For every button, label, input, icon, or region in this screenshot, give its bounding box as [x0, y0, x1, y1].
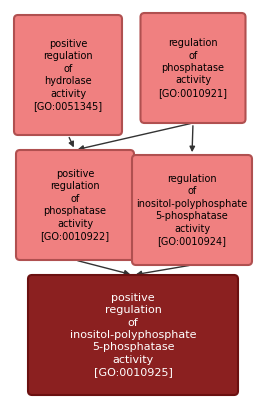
FancyBboxPatch shape	[14, 15, 122, 135]
Text: positive
regulation
of
inositol-polyphosphate
5-phosphatase
activity
[GO:0010925: positive regulation of inositol-polyphos…	[70, 293, 196, 377]
FancyBboxPatch shape	[132, 155, 252, 265]
Text: positive
regulation
of
hydrolase
activity
[GO:0051345]: positive regulation of hydrolase activit…	[34, 39, 103, 111]
FancyBboxPatch shape	[28, 275, 238, 395]
FancyBboxPatch shape	[140, 13, 246, 123]
Text: regulation
of
inositol-polyphosphate
5-phosphatase
activity
[GO:0010924]: regulation of inositol-polyphosphate 5-p…	[136, 174, 248, 246]
Text: positive
regulation
of
phosphatase
activity
[GO:0010922]: positive regulation of phosphatase activ…	[40, 169, 110, 241]
FancyBboxPatch shape	[16, 150, 134, 260]
Text: regulation
of
phosphatase
activity
[GO:0010921]: regulation of phosphatase activity [GO:0…	[159, 38, 227, 98]
